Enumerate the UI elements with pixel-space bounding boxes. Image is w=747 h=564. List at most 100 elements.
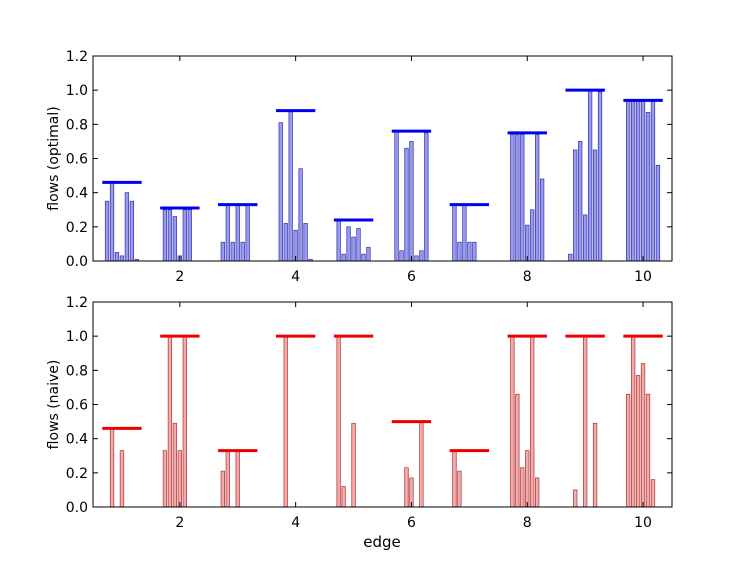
bar	[472, 241, 477, 262]
bar	[240, 241, 245, 262]
bar	[515, 393, 520, 508]
bar	[535, 134, 540, 262]
bar	[525, 450, 530, 508]
bar	[645, 112, 651, 262]
bar	[225, 450, 230, 508]
bar	[114, 252, 120, 262]
bar	[341, 253, 346, 262]
bar	[424, 132, 429, 262]
bar	[167, 335, 173, 508]
y-tick-label: 0.0	[66, 254, 88, 270]
x-tick-label: 8	[523, 269, 532, 285]
bar	[404, 467, 409, 508]
bar	[635, 375, 641, 508]
bar	[124, 192, 130, 262]
bar	[172, 422, 178, 508]
x-tick-label: 6	[407, 515, 416, 531]
bar	[361, 253, 366, 262]
bar	[419, 421, 424, 508]
bar	[346, 226, 351, 262]
bar	[635, 100, 641, 262]
x-tick-label: 2	[175, 269, 184, 285]
bar	[172, 216, 178, 262]
bar	[640, 363, 646, 508]
bar	[177, 450, 182, 508]
x-tick-label: 2	[175, 515, 184, 531]
bar	[535, 477, 540, 508]
bar	[230, 241, 235, 262]
bar	[457, 470, 462, 508]
bar	[510, 134, 515, 262]
bar	[409, 141, 414, 262]
bar	[583, 335, 588, 508]
y-tick-label: 0.6	[66, 152, 88, 168]
bar	[467, 241, 472, 262]
bar	[525, 224, 530, 262]
bar	[530, 335, 535, 508]
bar	[351, 236, 356, 262]
bar	[220, 241, 225, 262]
bar	[592, 422, 598, 508]
bar	[288, 110, 293, 262]
x-tick-label: 8	[523, 515, 532, 531]
bar	[573, 149, 578, 262]
bar	[573, 489, 578, 508]
bar	[225, 204, 230, 262]
bar	[452, 204, 457, 262]
bar	[235, 450, 240, 508]
bar	[452, 450, 457, 508]
bar	[283, 223, 288, 262]
y-tick-label: 1.0	[66, 329, 88, 345]
bar	[520, 467, 525, 508]
y-tick-label: 1.2	[66, 49, 88, 65]
bar	[592, 149, 598, 262]
bar	[298, 168, 303, 262]
bar	[283, 335, 288, 508]
y-tick-label: 0.8	[66, 117, 88, 133]
optimal-flows-panel: 0.0 0.2 0.4 0.6 0.8 1.0 1.2 2 4 6 8 10 flows (optima…	[46, 49, 673, 285]
bar	[129, 200, 135, 262]
x-tick-label: 4	[291, 515, 300, 531]
bar	[640, 100, 646, 262]
bar	[187, 209, 192, 262]
y-tick-label: 0.4	[66, 432, 88, 448]
bar	[630, 335, 636, 508]
bar	[109, 428, 115, 508]
bar	[235, 204, 240, 262]
y-tick-label: 0.0	[66, 500, 88, 516]
y-axis-label: flows (optimal)	[46, 106, 62, 210]
bar	[341, 486, 346, 508]
bar	[399, 250, 404, 262]
bar	[583, 214, 588, 262]
bar	[336, 335, 341, 508]
naive-flows-panel: 0.0 0.2 0.4 0.6 0.8 1.0 1.2 2 4 6 8 10 flows (naive)	[46, 295, 673, 531]
bar	[303, 223, 308, 262]
bar	[356, 228, 361, 262]
bar	[162, 450, 168, 508]
bar	[104, 200, 110, 262]
y-tick-label: 0.2	[66, 220, 88, 236]
x-tick-label: 10	[634, 269, 652, 285]
bar	[515, 134, 520, 262]
x-tick-label: 4	[291, 269, 300, 285]
y-tick-label: 0.4	[66, 186, 88, 202]
bar	[162, 209, 168, 262]
bar	[119, 255, 125, 262]
bar	[404, 147, 409, 262]
y-axis-label: flows (naive)	[46, 360, 62, 450]
bar	[462, 204, 467, 262]
bar	[650, 479, 656, 508]
bar	[645, 393, 651, 508]
bar	[626, 393, 631, 508]
bar	[568, 253, 573, 262]
bar	[578, 141, 583, 262]
bar	[530, 209, 535, 262]
bar	[119, 450, 125, 508]
y-tick-label: 0.2	[66, 466, 88, 482]
y-tick-label: 1.2	[66, 295, 88, 311]
bar	[539, 178, 545, 262]
y-tick-label: 0.8	[66, 363, 88, 379]
bar	[520, 134, 525, 262]
bar	[414, 255, 419, 262]
